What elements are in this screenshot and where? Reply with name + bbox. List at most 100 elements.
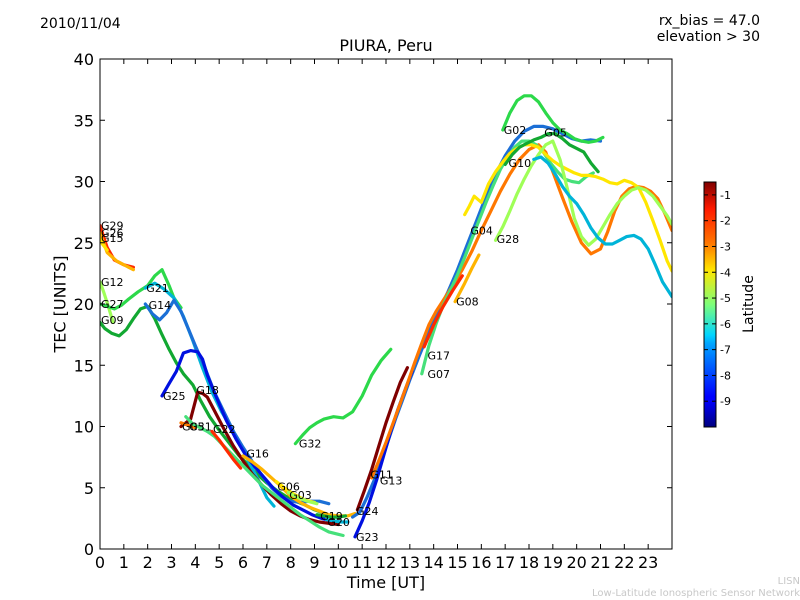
colorbar-tick-label: -4	[720, 266, 731, 279]
y-tick-label: 25	[74, 234, 94, 253]
colorbar-tick-label: -2	[720, 215, 731, 228]
credit-network-name: Low-Latitude Ionospheric Sensor Network	[592, 588, 800, 599]
x-tick-label: 3	[166, 553, 176, 572]
satellite-label: G15	[101, 232, 124, 245]
satellite-label: G02	[504, 124, 527, 137]
elevation-label: elevation > 30	[656, 29, 760, 45]
x-tick-label: 5	[214, 553, 224, 572]
x-tick-label: 11	[352, 553, 372, 572]
y-tick-label: 5	[84, 479, 94, 498]
satellite-label: G08	[456, 296, 479, 309]
x-tick-label: 4	[190, 553, 200, 572]
satellite-label: G09	[101, 314, 124, 327]
satellite-label: G24	[356, 505, 379, 518]
satellite-label: G11	[370, 468, 393, 481]
satellite-label: G29	[101, 220, 124, 233]
series-g20	[324, 517, 350, 524]
colorbar-tick-label: -6	[720, 318, 731, 331]
colorbar-tick-label: -9	[720, 395, 731, 408]
series-g13	[370, 143, 672, 480]
series-g32	[293, 347, 393, 446]
satellite-label: G27	[101, 298, 124, 311]
credit-acronym: LISN	[777, 576, 800, 587]
chart-title: PIURA, Peru	[339, 36, 433, 55]
satellite-label: G28	[497, 233, 520, 246]
series-g17	[422, 274, 464, 349]
series-g31	[184, 415, 345, 538]
y-tick-label: 0	[84, 540, 94, 559]
y-tick-label: 35	[74, 111, 94, 130]
series-g04	[463, 143, 672, 273]
satellite-label: G22	[213, 423, 236, 436]
x-tick-label: 17	[495, 553, 515, 572]
series-g11	[355, 366, 409, 512]
y-tick-label: 10	[74, 418, 94, 437]
colorbar-tick-label: -5	[720, 292, 731, 305]
satellite-label: G05	[544, 127, 567, 140]
series-g30	[532, 155, 672, 299]
satellite-label: G18	[196, 384, 219, 397]
x-tick-label: 14	[423, 553, 443, 572]
x-tick-label: 12	[376, 553, 396, 572]
series-g27	[100, 268, 183, 311]
series-g15	[100, 236, 109, 252]
x-tick-label: 7	[262, 553, 272, 572]
series-g22	[210, 429, 243, 470]
x-tick-label: 8	[286, 553, 296, 572]
satellite-label: G17	[428, 349, 451, 362]
satellite-label: G03	[289, 489, 312, 502]
colorbar	[703, 181, 717, 428]
satellite-label: G14	[149, 299, 172, 312]
satellite-label: G32	[299, 438, 322, 451]
date-label: 2010/11/04	[40, 16, 121, 32]
satellite-label: G12	[101, 276, 124, 289]
satellite-label: G23	[356, 531, 379, 544]
series-g12	[100, 280, 115, 324]
y-tick-label: 30	[74, 173, 94, 192]
series-g10	[503, 132, 600, 174]
satellite-label: G06	[277, 481, 300, 494]
x-axis-label: Time [UT]	[346, 573, 426, 592]
y-tick-label: 20	[74, 295, 94, 314]
x-tick-label: 6	[238, 553, 248, 572]
satellite-label: G31	[189, 421, 212, 434]
satellite-label: G16	[246, 447, 269, 460]
x-tick-label: 16	[471, 553, 491, 572]
x-tick-label: 10	[328, 553, 348, 572]
y-tick-label: 15	[74, 356, 94, 375]
series-g28	[494, 139, 672, 247]
x-tick-label: 15	[447, 553, 467, 572]
x-tick-label: 18	[519, 553, 539, 572]
series-g05	[179, 421, 197, 430]
x-tick-label: 19	[543, 553, 563, 572]
satellite-label: G07	[428, 368, 451, 381]
y-tick-label: 40	[74, 50, 94, 69]
x-tick-label: 20	[566, 553, 586, 572]
satellite-label: G05	[182, 421, 205, 434]
series-g25	[160, 349, 340, 524]
x-tick-label: 0	[95, 553, 105, 572]
x-tick-label: 21	[590, 553, 610, 572]
satellite-label: G21	[146, 282, 169, 295]
x-tick-label: 2	[143, 553, 153, 572]
satellite-label: G25	[163, 390, 186, 403]
x-tick-label: 9	[309, 553, 319, 572]
satellite-label: G04	[470, 225, 493, 238]
satellite-label: G10	[509, 157, 532, 170]
rx-bias-label: rx_bias = 47.0	[658, 13, 760, 29]
series-g08	[453, 253, 481, 304]
satellite-label: G19	[320, 510, 343, 523]
x-tick-label: 23	[638, 553, 658, 572]
x-tick-label: 22	[614, 553, 634, 572]
series-g19	[315, 513, 348, 519]
series-g02	[501, 94, 605, 144]
colorbar-tick-label: -3	[720, 240, 731, 253]
satellite-label: G13	[380, 474, 403, 487]
colorbar-tick-label: -7	[720, 344, 731, 357]
satellite-label: G26	[101, 227, 124, 240]
x-tick-label: 1	[119, 553, 129, 572]
colorbar-tick-label: -8	[720, 369, 731, 382]
satellite-label: G20	[327, 516, 350, 529]
series-g03	[286, 491, 319, 506]
